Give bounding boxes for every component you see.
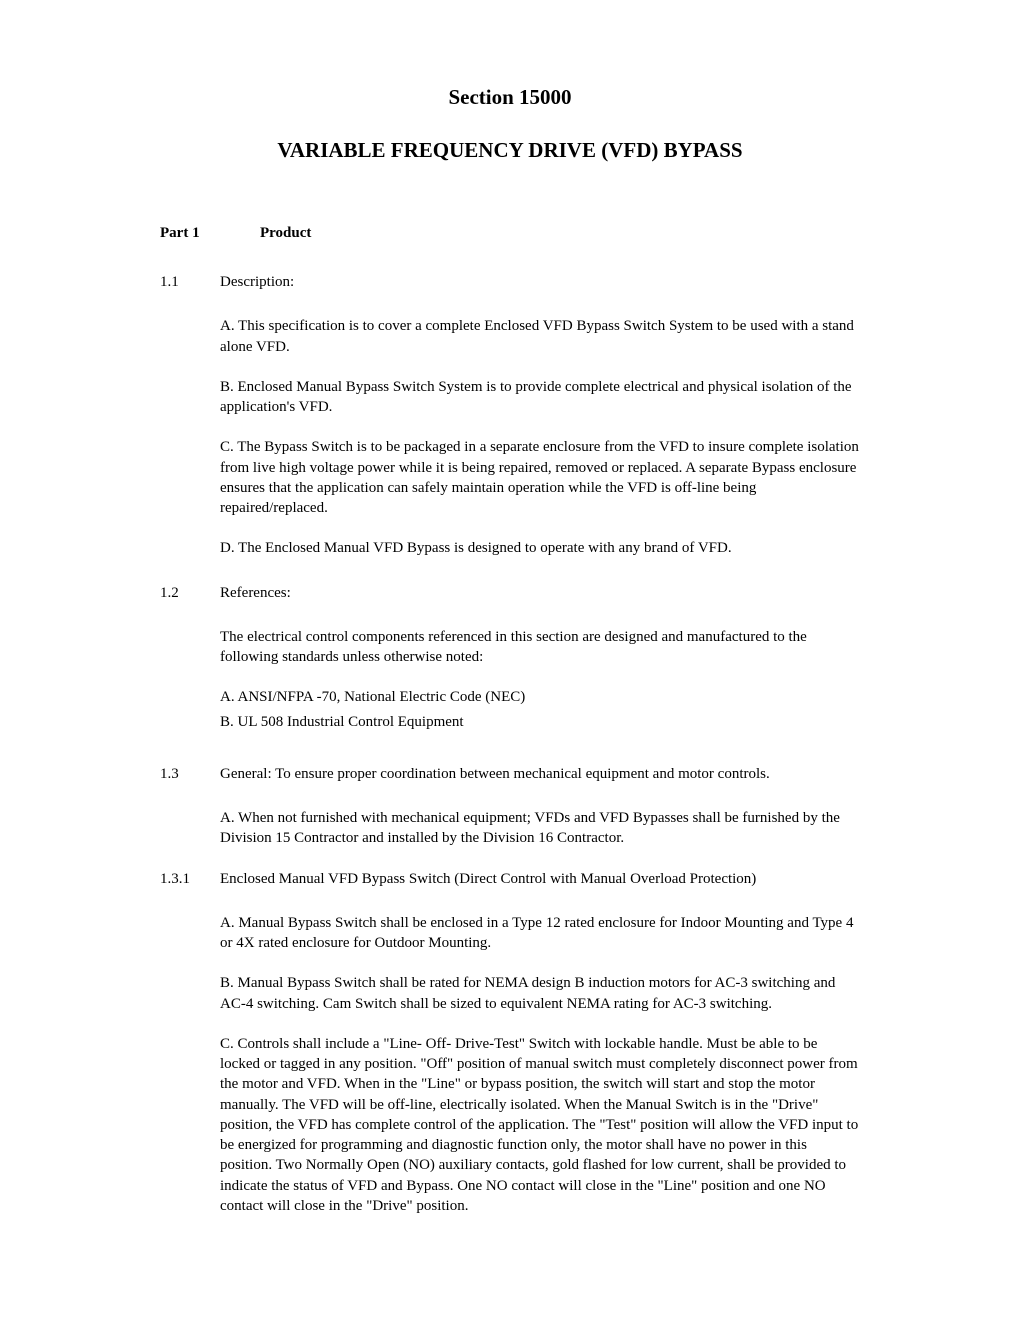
section-num: 1.3	[160, 764, 220, 784]
para-1-1-c: C. The Bypass Switch is to be packaged i…	[220, 437, 860, 518]
para-1-2-intro: The electrical control components refere…	[220, 627, 860, 668]
para-1-3-1-b: B. Manual Bypass Switch shall be rated f…	[220, 973, 860, 1014]
section-title: Enclosed Manual VFD Bypass Switch (Direc…	[220, 869, 860, 889]
section-title: Description:	[220, 272, 860, 292]
section-num: 1.3.1	[160, 869, 220, 889]
section-1-2-heading: 1.2 References:	[160, 583, 860, 603]
section-num: 1.1	[160, 272, 220, 292]
para-1-1-d: D. The Enclosed Manual VFD Bypass is des…	[220, 538, 860, 558]
part-heading: Part 1 Product	[160, 225, 860, 242]
para-1-1-a: A. This specification is to cover a comp…	[220, 316, 860, 357]
para-1-2-a: A. ANSI/NFPA -70, National Electric Code…	[220, 687, 860, 707]
para-1-1-b: B. Enclosed Manual Bypass Switch System …	[220, 377, 860, 418]
body-text: A. This specification is to cover a comp…	[220, 316, 860, 558]
section-num: 1.2	[160, 583, 220, 603]
section-1-1-heading: 1.1 Description:	[160, 272, 860, 292]
section-1-3-1-heading: 1.3.1 Enclosed Manual VFD Bypass Switch …	[160, 869, 860, 889]
body-text: The electrical control components refere…	[220, 627, 860, 732]
section-title: General: To ensure proper coordination b…	[220, 764, 860, 784]
part-label: Part 1	[160, 225, 260, 242]
section-number: Section 15000	[160, 85, 860, 110]
para-1-3-1-c: C. Controls shall include a "Line- Off- …	[220, 1034, 860, 1216]
part-title: Product	[260, 225, 311, 242]
section-title: References:	[220, 583, 860, 603]
para-1-3-a: A. When not furnished with mechanical eq…	[220, 808, 860, 849]
para-1-2-b: B. UL 508 Industrial Control Equipment	[220, 712, 860, 732]
body-text: A. When not furnished with mechanical eq…	[220, 808, 860, 849]
para-1-3-1-a: A. Manual Bypass Switch shall be enclose…	[220, 913, 860, 954]
main-title: VARIABLE FREQUENCY DRIVE (VFD) BYPASS	[160, 138, 860, 163]
section-1-3-heading: 1.3 General: To ensure proper coordinati…	[160, 764, 860, 784]
body-text: A. Manual Bypass Switch shall be enclose…	[220, 913, 860, 1216]
